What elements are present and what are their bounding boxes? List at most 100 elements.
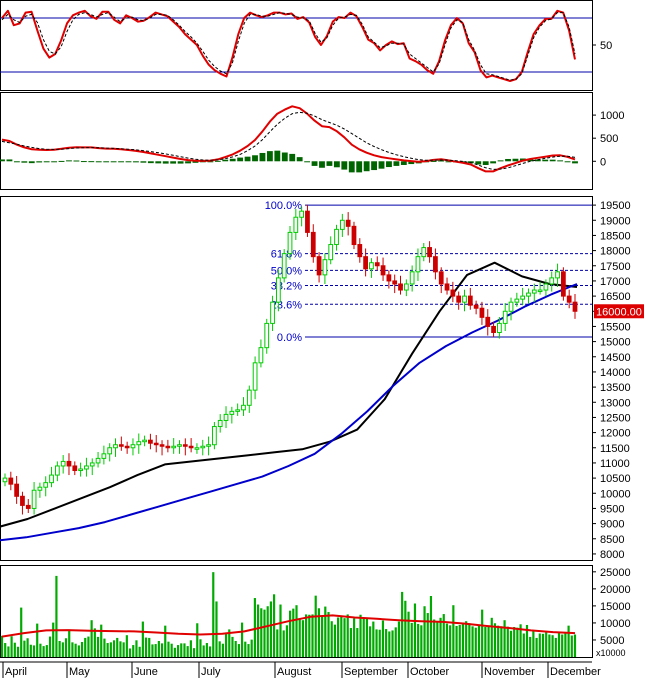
macd-histogram-bar: [88, 161, 95, 163]
volume-bar: [186, 646, 189, 657]
volume-bar: [417, 623, 420, 657]
volume-bar: [164, 625, 167, 657]
candle-body: [153, 442, 159, 446]
macd-histogram-bar: [572, 161, 578, 164]
volume-bar: [557, 633, 561, 657]
fibonacci-level-label: 23.6%: [271, 299, 302, 311]
volume-bar: [509, 630, 513, 657]
candle-body: [136, 441, 142, 446]
macd-histogram-bar: [505, 158, 511, 162]
candle-body: [264, 322, 270, 349]
volume-bar: [116, 637, 119, 657]
candle-body: [241, 404, 246, 411]
candle-body: [229, 410, 235, 415]
candle-body: [118, 444, 124, 447]
candle-body: [148, 439, 153, 444]
volume-bar: [26, 638, 29, 657]
candle-body: [252, 362, 258, 391]
candle-body: [54, 465, 60, 476]
y-tick-label: 8000: [600, 549, 624, 561]
y-tick-label: 13500: [600, 382, 631, 394]
candle-body: [549, 277, 555, 285]
volume-bar: [205, 643, 208, 657]
volume-bar: [253, 598, 256, 657]
volume-bar: [372, 621, 375, 657]
volume-bar: [109, 642, 112, 657]
volume-bar: [292, 608, 295, 657]
macd-histogram-bar: [378, 161, 385, 169]
volume-bar: [410, 622, 413, 657]
macd-histogram-bar: [274, 150, 281, 162]
macd-histogram-bar: [118, 161, 124, 163]
volume-bar: [106, 643, 109, 657]
macd-histogram-bar: [341, 161, 348, 170]
volume-bar: [160, 643, 164, 657]
macd-histogram-bar: [445, 161, 452, 163]
volume-bar: [215, 601, 218, 657]
candle-body: [293, 216, 299, 233]
volume-bar: [234, 640, 237, 657]
y-tick-label: 25000: [600, 567, 631, 579]
macd-histogram-bar: [229, 158, 236, 162]
y-tick-label: 14500: [600, 352, 631, 364]
volume-bar: [503, 620, 506, 657]
volume-bar: [240, 622, 244, 657]
candle-body: [369, 262, 374, 270]
candle-body: [72, 465, 78, 472]
volume-bar: [260, 608, 263, 657]
volume-bar: [119, 641, 122, 657]
volume-bar: [279, 604, 282, 657]
candle-body: [84, 465, 89, 470]
volume-bar: [256, 604, 260, 657]
macd-histogram-bar: [177, 161, 184, 164]
volume-bar: [183, 643, 186, 657]
volume-bar: [330, 621, 333, 657]
x-month-label: December: [550, 666, 601, 678]
candle-body: [479, 307, 485, 318]
volume-bar: [573, 634, 577, 657]
candle-body: [246, 389, 252, 406]
candle-body: [124, 445, 130, 449]
volume-bar: [570, 635, 573, 657]
candle-body: [572, 301, 578, 312]
volume-bar: [42, 646, 45, 657]
candle-body: [182, 444, 188, 447]
x-month-label: April: [5, 666, 27, 678]
y-tick-label: 18500: [600, 230, 631, 242]
candle-body: [130, 444, 136, 449]
candle-body: [508, 301, 514, 312]
macd-histogram-bar: [162, 161, 169, 164]
candle-body: [20, 495, 25, 506]
candle-body: [543, 283, 549, 291]
macd-histogram-bar: [438, 160, 444, 162]
macd-histogram-bar: [363, 161, 370, 172]
volume-bar: [301, 620, 304, 657]
x-month-label: May: [69, 666, 90, 678]
macd-histogram-bar: [155, 161, 162, 164]
macd-histogram-bar: [400, 161, 407, 165]
volume-bar: [445, 623, 449, 657]
macd-histogram-bar: [497, 160, 504, 162]
volume-bar: [295, 605, 298, 657]
volume-bar: [561, 634, 564, 657]
macd-histogram-bar: [170, 161, 177, 164]
volume-bar: [103, 638, 106, 657]
macd-histogram-bar: [21, 161, 28, 163]
macd-histogram-bar: [28, 161, 35, 164]
y-tick-label: 19000: [600, 215, 631, 227]
volume-bar: [317, 608, 321, 657]
volume-ma-line: [1, 614, 576, 638]
candle-body: [60, 460, 66, 467]
volume-bar: [208, 646, 212, 657]
volume-bar: [436, 621, 439, 657]
macd-histogram-bar: [564, 161, 571, 163]
volume-bar: [548, 634, 551, 657]
volume-bar: [391, 630, 394, 657]
volume-bar: [551, 635, 554, 657]
volume-bar: [61, 642, 64, 657]
volume-bar: [452, 605, 455, 657]
candle-body: [322, 259, 328, 276]
macd-histogram-bar: [36, 161, 43, 163]
candle-body: [462, 295, 467, 303]
y-tick-label: 20000: [600, 584, 631, 596]
